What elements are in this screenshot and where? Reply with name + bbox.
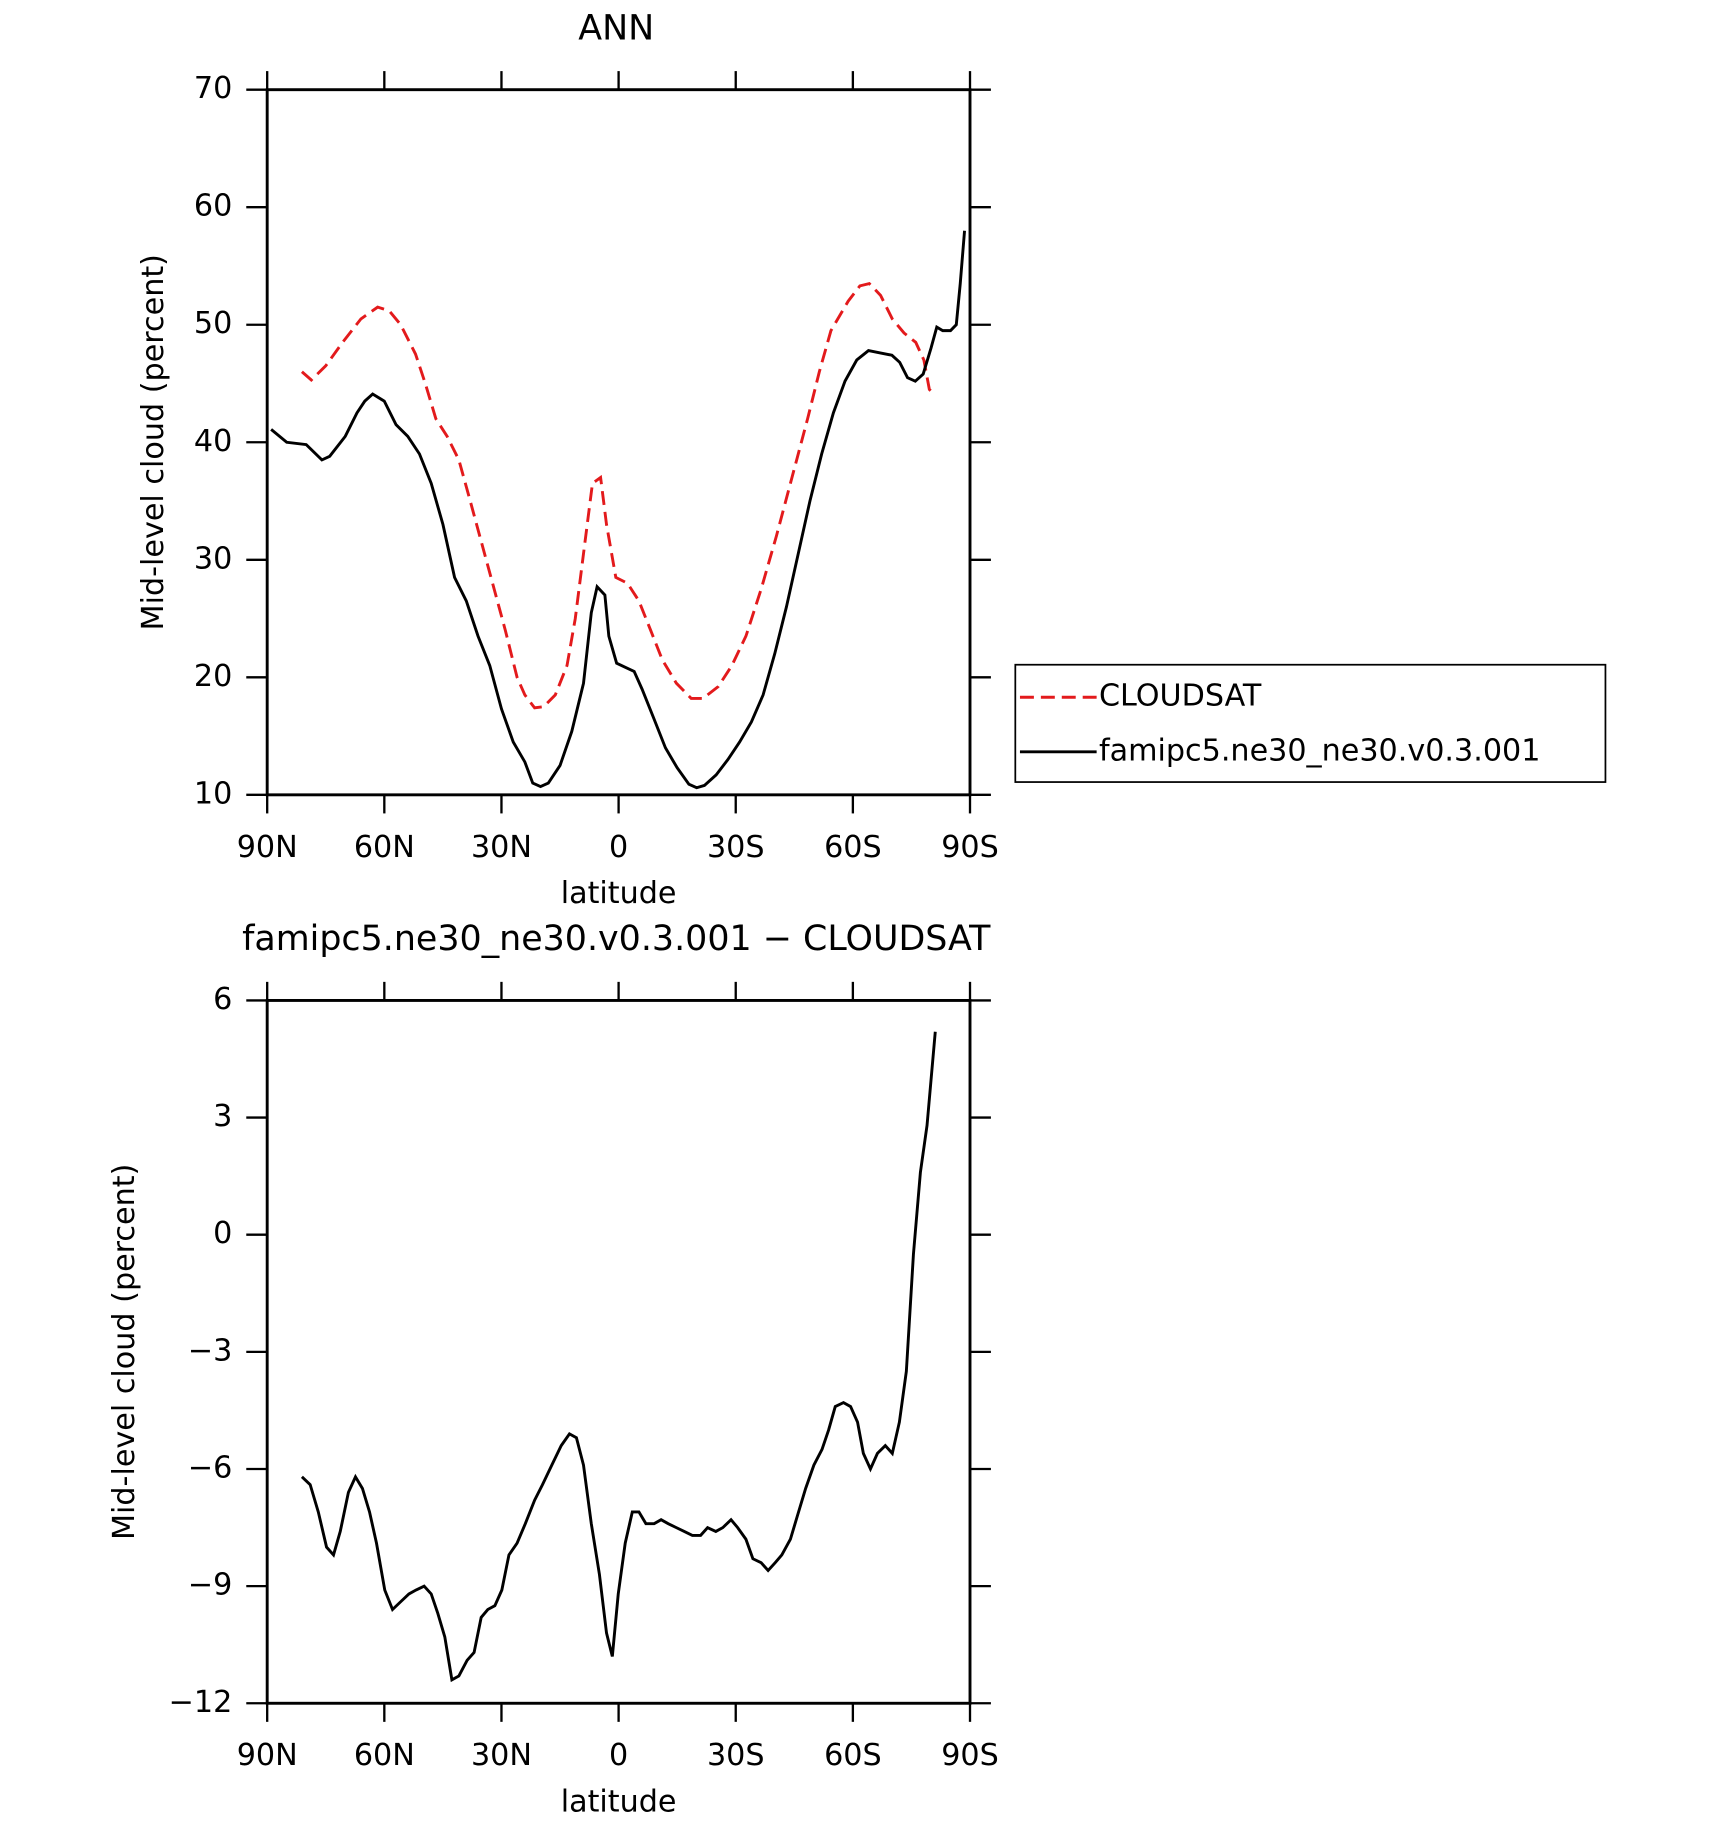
y-tick-label: 70 (194, 71, 232, 106)
y-tick-label: 50 (194, 306, 232, 341)
x-tick-label: 90N (237, 830, 298, 865)
y-tick-label: −6 (188, 1450, 233, 1485)
legend-label: famipc5.ne30_ne30.v0.3.001 (1099, 733, 1541, 768)
x-tick-label: 30S (707, 1738, 765, 1773)
y-tick-label: 20 (194, 659, 232, 694)
y-tick-label: −3 (188, 1333, 233, 1368)
x-tick-label: 30S (707, 830, 765, 865)
chart-title: ANN (578, 8, 654, 48)
y-tick-label: 3 (213, 1099, 232, 1134)
x-tick-label: 90S (941, 1738, 999, 1773)
x-tick-label: 30N (471, 1738, 532, 1773)
x-tick-label: 90S (941, 830, 999, 865)
data-line (300, 1031, 937, 1683)
y-tick-label: 6 (213, 982, 232, 1017)
y-tick-label: −9 (188, 1568, 233, 1603)
y-tick-label: 30 (194, 541, 232, 576)
x-axis-label: latitude (561, 876, 677, 911)
data-line (270, 230, 966, 790)
y-tick-label: 10 (194, 776, 232, 811)
y-axis-label: Mid-level cloud (percent) (136, 254, 171, 630)
y-tick-label: 0 (213, 1216, 232, 1251)
x-tick-label: 60N (354, 830, 415, 865)
x-tick-label: 30N (471, 830, 532, 865)
x-tick-label: 0 (609, 1738, 628, 1773)
y-tick-label: −12 (169, 1685, 233, 1720)
legend-label: CLOUDSAT (1099, 679, 1262, 714)
y-tick-label: 40 (194, 424, 232, 459)
y-axis-label: Mid-level cloud (percent) (107, 1164, 142, 1540)
data-line (300, 281, 937, 710)
plot-frame (265, 88, 972, 797)
y-tick-label: 60 (194, 189, 232, 224)
x-tick-label: 60N (354, 1738, 415, 1773)
chart-title: famipc5.ne30_ne30.v0.3.001 − CLOUDSAT (242, 919, 991, 959)
x-tick-label: 0 (609, 830, 628, 865)
x-tick-label: 60S (824, 1738, 882, 1773)
legend-box (1014, 663, 1607, 783)
x-axis-label: latitude (561, 1785, 677, 1820)
x-tick-label: 90N (237, 1738, 298, 1773)
x-tick-label: 60S (824, 830, 882, 865)
